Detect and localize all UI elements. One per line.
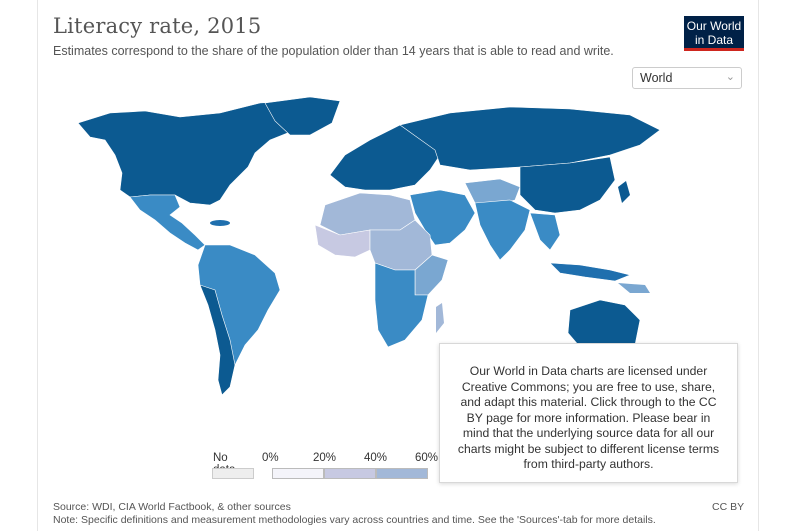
region-south-asia[interactable] — [474, 199, 531, 261]
legend-tick-20: 20% — [313, 452, 337, 464]
license-link[interactable]: CC BY — [712, 501, 745, 513]
legend-bin-0-20 — [272, 468, 324, 479]
region-north-america[interactable] — [77, 100, 311, 206]
region-south-america[interactable] — [197, 244, 281, 396]
source-text[interactable]: Source: WDI, CIA World Factbook, & other… — [53, 501, 291, 513]
legend-tick-60: 60% — [415, 452, 439, 464]
region-east-asia[interactable] — [519, 156, 616, 214]
region-select[interactable]: World ⌄ — [632, 67, 742, 89]
region-indonesia[interactable] — [549, 262, 631, 282]
region-central-america[interactable] — [129, 194, 206, 251]
legend-bin-20-40 — [324, 468, 376, 479]
chart-subtitle: Estimates correspond to the share of the… — [53, 44, 614, 58]
logo-line-1: Our World — [686, 19, 742, 33]
chevron-down-icon: ⌄ — [725, 71, 735, 83]
region-southern-africa[interactable] — [374, 262, 429, 348]
legend-no-data-swatch — [212, 468, 254, 479]
chart-frame — [37, 0, 759, 531]
region-japan[interactable] — [618, 181, 630, 203]
region-greenland[interactable] — [264, 96, 341, 136]
region-russia[interactable] — [399, 106, 661, 171]
legend-tick-40: 40% — [364, 452, 388, 464]
region-caribbean[interactable] — [210, 220, 230, 226]
region-north-africa[interactable] — [319, 192, 416, 236]
logo-line-2: in Data — [694, 33, 734, 47]
region-madagascar[interactable] — [436, 303, 444, 333]
legend-bin-40-60 — [376, 468, 428, 479]
license-tooltip: Our World in Data charts are licensed un… — [439, 343, 738, 483]
owid-logo[interactable]: Our World in Data — [684, 16, 744, 51]
world-map[interactable] — [70, 95, 680, 405]
legend-tick-0: 0% — [262, 452, 279, 464]
region-select-value: World — [640, 71, 673, 85]
chart-title: Literacy rate, 2015 — [53, 14, 262, 38]
region-new-guinea[interactable] — [618, 283, 650, 293]
region-west-africa[interactable] — [314, 224, 371, 258]
note-text: Note: Specific definitions and measureme… — [53, 514, 656, 526]
region-southeast-asia[interactable] — [529, 212, 561, 251]
region-andes[interactable] — [199, 284, 236, 396]
